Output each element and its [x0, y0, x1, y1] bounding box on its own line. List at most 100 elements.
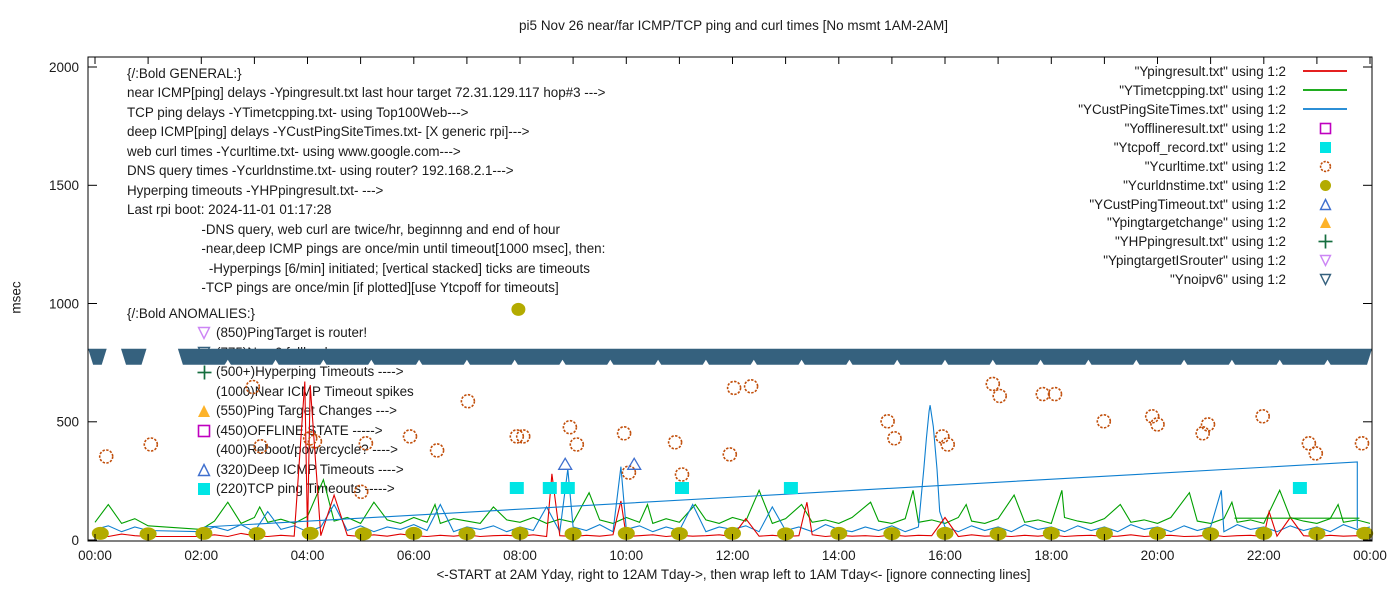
svg-text:22:00: 22:00 — [1247, 548, 1281, 563]
square-open-icon — [197, 424, 212, 439]
plus-icon — [197, 365, 212, 380]
tri-up-filled-marker-icon — [1319, 217, 1331, 229]
anomaly-text: (775)No v6 fallback — [216, 344, 332, 360]
legend-label: "YCustPingSiteTimes.txt" using 1:2 — [1078, 101, 1286, 117]
legend-label: "YCustPingTimeout.txt" using 1:2 — [1089, 196, 1286, 212]
tri-down-open-icon — [197, 326, 212, 341]
general-line: Hyperping timeouts -YHPpingresult.txt- -… — [127, 182, 384, 198]
legend-label: "Ycurldnstime.txt" using 1:2 — [1123, 177, 1286, 193]
anomaly-text: (550)Ping Target Changes ---> — [216, 403, 397, 419]
general-line: TCP ping delays -YTimetcpping.txt- using… — [127, 104, 469, 120]
svg-text:1500: 1500 — [49, 178, 79, 193]
anomaly-text: (450)OFFLINE STATE -----> — [216, 422, 383, 438]
general-line: -near,deep ICMP pings are once/min until… — [127, 241, 606, 257]
general-line: near ICMP[ping] delays -Ypingresult.txt … — [127, 85, 606, 101]
square-filled-marker-icon — [1319, 141, 1331, 153]
legend-item: "Ypingtargetchange" using 1:2 — [1078, 214, 1364, 233]
tri-up-filled-icon — [197, 404, 212, 419]
tri-down-open-marker-icon — [197, 327, 211, 341]
x-tick-labels: 00:00 02:00 04:00 06:00 08:00 10:00 12:00 14:00… — [78, 548, 1387, 563]
anomaly-line: (550)Ping Target Changes ---> — [127, 401, 414, 420]
general-line: DNS query times -Ycurldnstime.txt- using… — [127, 163, 514, 179]
svg-text:06:00: 06:00 — [397, 548, 431, 563]
anomaly-line: (400)Reboot/powercycle? ----> — [127, 440, 414, 459]
circle-filled-icon — [1286, 179, 1364, 192]
legend-label: "Ypingresult.txt" using 1:2 — [1134, 63, 1286, 79]
anomaly-text: (1000)Near ICMP Timeout spikes — [216, 383, 414, 399]
legend-item: "Ynoipv6" using 1:2 — [1078, 270, 1364, 289]
svg-text:20:00: 20:00 — [1141, 548, 1175, 563]
general-line: -TCP pings are once/min [if plotted][use… — [127, 279, 559, 295]
square-open-icon — [1286, 122, 1364, 135]
tri-down-open-icon — [197, 346, 212, 361]
legend-item: "Ycurldnstime.txt" using 1:2 — [1078, 176, 1364, 195]
anomaly-line: (850)PingTarget is router! — [127, 323, 414, 342]
circle-open-marker-icon — [1319, 160, 1331, 172]
legend: "Ypingresult.txt" using 1:2 "YTimetcpping… — [1078, 62, 1364, 289]
general-line: Last rpi boot: 2024-11-01 01:17:28 — [127, 202, 332, 218]
line-marker-icon — [1303, 108, 1347, 111]
tri-down-open-marker-icon — [1318, 274, 1332, 287]
general-line: web curl times -Ycurltime.txt- using www… — [127, 143, 461, 159]
legend-item: "YpingtargetISrouter" using 1:2 — [1078, 251, 1364, 270]
anomaly-line: (775)No v6 fallback — [127, 343, 414, 362]
tri-up-open-marker-icon — [1318, 197, 1332, 210]
line-icon — [1286, 86, 1364, 94]
legend-label: "YHPpingresult.txt" using 1:2 — [1114, 234, 1286, 250]
tri-up-filled-marker-icon — [198, 405, 210, 418]
anomaly-text: (400)Reboot/powercycle? ----> — [216, 442, 398, 458]
general-line: deep ICMP[ping] delays -YCustPingSiteTim… — [127, 124, 530, 140]
svg-text:500: 500 — [56, 415, 79, 430]
general-line: -DNS query, web curl are twice/hr, begin… — [127, 221, 560, 237]
legend-item: "YCustPingSiteTimes.txt" using 1:2 — [1078, 100, 1364, 119]
line-marker-icon — [1303, 70, 1347, 73]
anomaly-line: (500+)Hyperping Timeouts ----> — [127, 362, 414, 381]
anomalies-header: {/:Bold ANOMALIES:} — [127, 306, 256, 321]
anomalies-annotation-block: {/:Bold ANOMALIES:} (850)PingTarget is ro… — [127, 304, 414, 498]
line-marker-icon — [1303, 89, 1347, 92]
svg-text:08:00: 08:00 — [503, 548, 537, 563]
plus-icon — [1286, 234, 1364, 249]
square-filled-icon — [197, 482, 212, 497]
square-filled-marker-icon — [198, 482, 210, 495]
circle-filled-marker-icon — [1319, 179, 1331, 191]
svg-text:12:00: 12:00 — [716, 548, 750, 563]
legend-item: "YTimetcpping.txt" using 1:2 — [1078, 81, 1364, 100]
y-axis-label: msec — [8, 281, 24, 314]
legend-item: "Ycurltime.txt" using 1:2 — [1078, 157, 1364, 176]
anomaly-text: (850)PingTarget is router! — [216, 325, 368, 341]
legend-label: "Yofflineresult.txt" using 1:2 — [1124, 120, 1286, 136]
plus-marker-icon — [1318, 234, 1332, 249]
line-icon — [1286, 105, 1364, 113]
anomaly-text: (500+)Hyperping Timeouts ----> — [216, 364, 404, 380]
svg-text:14:00: 14:00 — [822, 548, 856, 563]
legend-label: "YpingtargetISrouter" using 1:2 — [1103, 253, 1286, 269]
tri-up-open-icon — [1286, 197, 1364, 211]
svg-text:00:00: 00:00 — [1353, 548, 1387, 563]
y-tick-labels: 0 500 1000 1500 2000 — [49, 60, 79, 548]
anomaly-line: (220)TCP ping Timeouts -----> — [127, 479, 414, 498]
square-filled-icon — [1286, 141, 1364, 154]
square-open-marker-icon — [1319, 122, 1331, 135]
general-line: -Hyperpings [6/min] initiated; [vertical… — [127, 260, 590, 276]
svg-text:16:00: 16:00 — [928, 548, 962, 563]
anomaly-text: (220)TCP ping Timeouts -----> — [216, 480, 395, 496]
svg-text:2000: 2000 — [49, 60, 79, 75]
square-open-marker-icon — [197, 424, 211, 437]
svg-text:10:00: 10:00 — [609, 548, 643, 563]
plus-marker-icon — [197, 365, 212, 380]
legend-item: "Ypingresult.txt" using 1:2 — [1078, 62, 1364, 81]
svg-text:1000: 1000 — [49, 296, 79, 311]
legend-label: "Ynoipv6" using 1:2 — [1170, 272, 1286, 288]
legend-label: "Ypingtargetchange" using 1:2 — [1106, 215, 1286, 231]
legend-item: "YCustPingTimeout.txt" using 1:2 — [1078, 195, 1364, 214]
legend-label: "Ytcpoff_record.txt" using 1:2 — [1113, 139, 1286, 155]
legend-label: "Ycurltime.txt" using 1:2 — [1144, 158, 1286, 174]
svg-text:0: 0 — [71, 533, 79, 548]
general-line: {/:Bold GENERAL:} — [127, 66, 242, 81]
legend-item: "Ytcpoff_record.txt" using 1:2 — [1078, 138, 1364, 157]
tri-up-open-marker-icon — [197, 462, 211, 476]
anomaly-line: (450)OFFLINE STATE -----> — [127, 421, 414, 440]
line-icon — [1286, 67, 1364, 75]
